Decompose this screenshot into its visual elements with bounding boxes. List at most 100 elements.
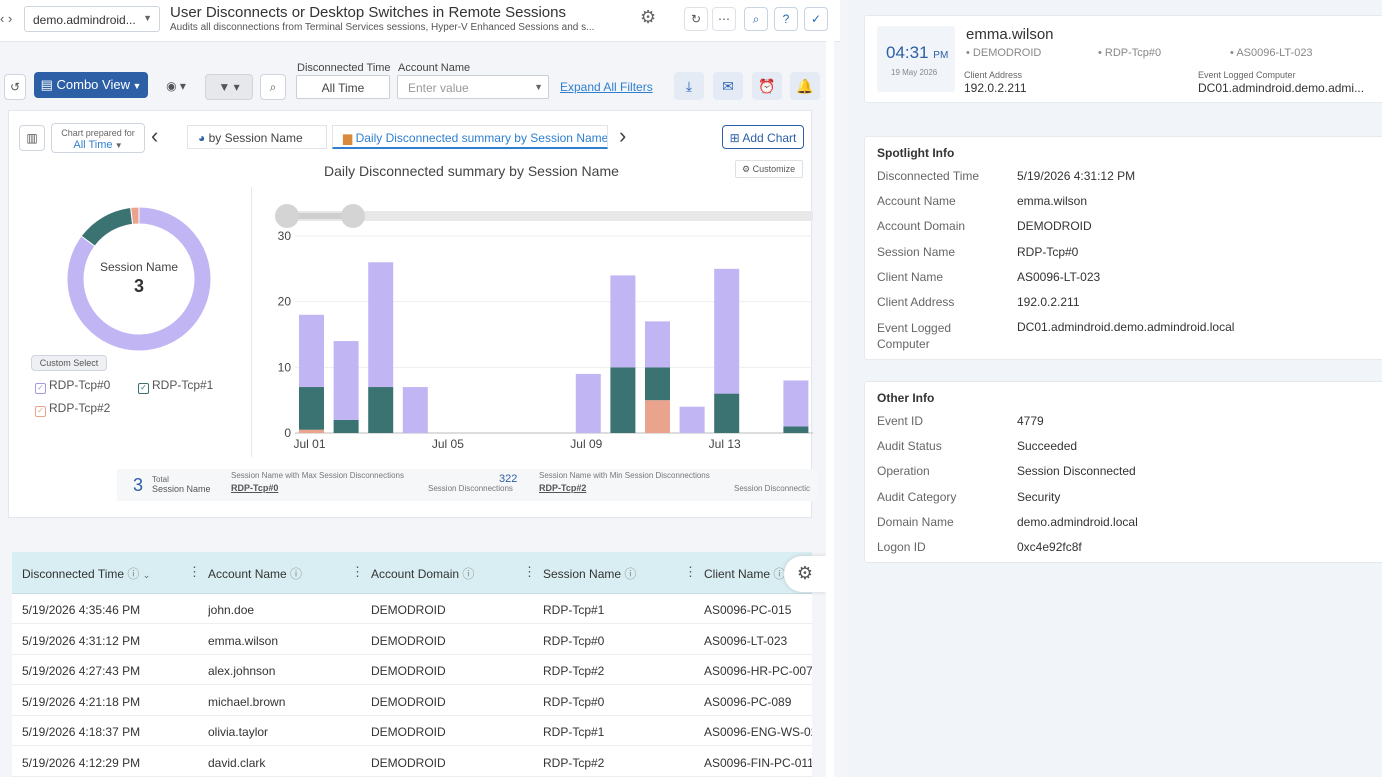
min-session-link[interactable]: RDP-Tcp#2 [539,483,587,493]
sort-chevron-icon[interactable]: ⌄ [142,570,151,580]
bar-segment-rdptcp2[interactable] [645,400,670,433]
customize-button[interactable]: ⚙ Customize [735,160,803,178]
bar-segment-rdptcp0[interactable] [402,387,428,433]
other-info-card: Other Info Event ID 4779 Audit Status Succe… [864,381,1382,563]
event-date: 19 May 2026 [891,68,938,77]
chevron-down-icon: ▼ [129,81,142,91]
x-tick-label: Jul 09 [570,437,602,451]
column-header-account-domain[interactable]: Account Domain ⓘ [371,565,474,582]
alarm-clock-icon[interactable]: ⏰ [752,72,782,100]
help-icon[interactable]: ? [774,7,798,31]
bar-segment-rdptcp0[interactable] [299,314,324,388]
filter-icon[interactable]: ▼ ▾ [205,74,253,100]
time-tile: 04:31 PM 19 May 2026 [877,26,955,92]
info-icon: ⓘ [773,567,786,581]
bullet-icon: • [1098,47,1102,59]
tab-daily-summary[interactable]: ▆ Daily Disconnected summary by Session … [332,125,608,149]
bar-segment-rdptcp0[interactable] [645,321,670,368]
legend-item-rdp-tcp0[interactable]: ✓ RDP-Tcp#0 [35,378,110,394]
add-chart-button[interactable]: ⊞ Add Chart [722,125,804,149]
account-name-input[interactable]: Enter value ▼ [397,75,549,99]
table-cell: AS0096-LT-023 [704,633,788,648]
donut-slice-rdptcp0[interactable] [66,206,212,352]
chat-icon[interactable]: ✉ [713,72,743,100]
bar-segment-rdptcp0[interactable] [783,380,809,427]
max-session-link[interactable]: RDP-Tcp#0 [231,483,279,493]
table-row[interactable]: 5/19/2026 4:18:37 PM olivia.taylor DEMODRO… [12,716,812,746]
column-header-label: Account Domain [371,567,460,581]
bar-segment-rdptcp0[interactable] [333,341,359,420]
bar-segment-rdptcp1[interactable] [645,367,670,401]
domain-select[interactable]: demo.admindroid... ▼ [24,6,160,32]
download-icon[interactable]: ⤓ [674,72,704,100]
custom-select-button[interactable]: Custom Select [31,355,107,371]
bar-segment-rdptcp1[interactable] [368,387,394,433]
column-header-session-name[interactable]: Session Name ⓘ [543,565,636,582]
column-menu-icon[interactable]: ⋮ [684,564,697,579]
page-title: User Disconnects or Desktop Switches in … [170,4,566,21]
donut-slice-rdptcp2[interactable] [130,206,140,225]
column-menu-icon[interactable]: ⋮ [188,564,201,579]
table-row[interactable]: 5/19/2026 4:27:43 PM alex.johnson DEMODROI… [12,655,812,685]
donut-slice-rdptcp1[interactable] [80,206,134,247]
bell-icon[interactable]: 🔔 [790,72,820,100]
visibility-eye-icon[interactable]: ◉ ▾ [166,79,186,93]
search-icon[interactable]: ⌕ [260,74,286,100]
bar-segment-rdptcp1[interactable] [333,419,359,433]
table-row[interactable]: 5/19/2026 4:12:29 PM david.clark DEMODROID… [12,746,812,777]
more-options-icon[interactable]: ⋯ [712,7,736,31]
undo-icon[interactable]: ↺ [4,74,26,100]
info-value: AS0096-LT-023 [1017,269,1101,284]
bar-segment-rdptcp0[interactable] [575,373,601,433]
legend-item-rdp-tcp2[interactable]: ✓ RDP-Tcp#2 [35,401,110,417]
event-time: 04:31 [886,43,929,62]
legend-item-rdp-tcp1[interactable]: ✓ RDP-Tcp#1 [138,378,213,394]
column-header-account-name[interactable]: Account Name ⓘ [208,565,302,582]
bar-segment-rdptcp1[interactable] [714,393,740,433]
range-slider-selection[interactable] [287,213,353,219]
bar-segment-rdptcp0[interactable] [679,406,705,433]
disconnected-time-filter[interactable]: All Time [296,75,390,99]
search-icon[interactable]: ⌕ [744,7,768,31]
chevron-right-icon[interactable]: › [619,123,627,148]
bar-segment-rdptcp0[interactable] [610,275,636,368]
table-cell: DEMODROID [371,633,446,648]
tab-by-session-name[interactable]: ◕ by Session Name [187,125,327,149]
range-slider-track[interactable] [285,211,813,221]
chart-type-icon[interactable]: ▥ [19,125,45,151]
table-cell: 5/19/2026 4:21:18 PM [22,694,141,709]
bar-segment-rdptcp0[interactable] [714,268,740,394]
range-slider-handle-right[interactable] [341,204,365,228]
nav-arrows[interactable]: ‹ › [0,11,13,26]
info-value: DC01.admindroid.demo.admindroid.local [1017,320,1235,335]
bar-segment-rdptcp2[interactable] [299,429,324,433]
table-cell: john.doe [208,603,255,617]
column-header-disconnected-time[interactable]: Disconnected Time ⓘ ⌄ [22,565,150,582]
logged-computer-label: Event Logged Computer [1198,70,1296,80]
tab-daily-summary-label: Daily Disconnected summary by Session Na… [355,131,608,145]
table-cell: alex.johnson [208,664,276,678]
bar-segment-rdptcp1[interactable] [299,387,324,430]
max-count: 322 [499,473,518,485]
chevron-left-icon[interactable]: ‹ [151,123,159,148]
main-scrollbar[interactable] [826,40,834,777]
column-chooser-icon[interactable]: ⚙ [784,556,826,592]
combo-view-button[interactable]: ▤ Combo View ▼ [34,72,148,98]
table-cell: AS0096-HR-PC-007 [704,664,812,678]
column-menu-icon[interactable]: ⋮ [523,564,536,579]
column-header-client-name[interactable]: Client Name ⓘ [704,565,785,582]
refresh-icon[interactable]: ↻ [684,7,708,31]
table-row[interactable]: 5/19/2026 4:35:46 PM john.doe DEMODROID RDP… [12,594,812,624]
table-row[interactable]: 5/19/2026 4:21:18 PM michael.brown DEMODRO… [12,685,812,716]
bar-segment-rdptcp1[interactable] [783,426,809,433]
bar-segment-rdptcp1[interactable] [610,367,636,433]
table-row[interactable]: 5/19/2026 4:31:12 PM emma.wilson DEMODROID… [12,624,812,655]
task-check-icon[interactable]: ✓ [804,7,828,31]
settings-gear-icon[interactable]: ⚙ [640,7,657,27]
bar-segment-rdptcp0[interactable] [368,262,394,388]
column-menu-icon[interactable]: ⋮ [351,564,364,579]
chevron-down-icon: ▼ [534,82,543,92]
expand-all-filters-link[interactable]: Expand All Filters [560,80,653,94]
chart-prepared-for-select[interactable]: Chart prepared for All Time ▼ [51,123,145,153]
range-slider-handle-left[interactable] [275,204,299,228]
